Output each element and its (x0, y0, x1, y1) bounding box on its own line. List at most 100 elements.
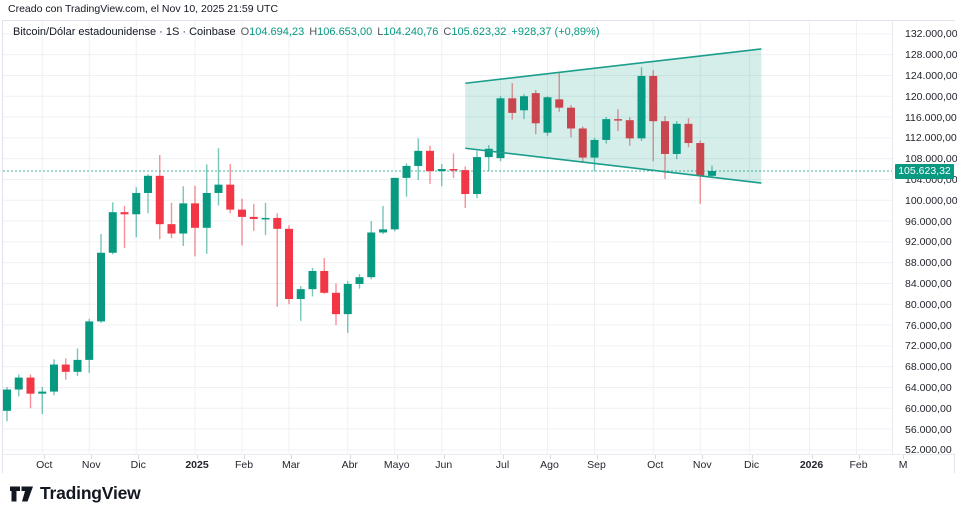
candle-body (379, 229, 387, 233)
channel-upper-line[interactable] (465, 48, 762, 85)
ohlc-label: C (443, 26, 452, 38)
price-axis-label: 60.000,00 (905, 402, 952, 415)
tradingview-logo[interactable]: TradingView (10, 483, 141, 504)
candle-body (355, 277, 364, 284)
channel-lower-line[interactable] (465, 147, 762, 184)
candle-body (520, 96, 528, 111)
time-axis-tick (396, 455, 398, 459)
candle-body (120, 212, 129, 215)
candle-body (273, 217, 282, 229)
chart-widget: Bitcoin/Dólar estadounidense · 1S · Coin… (2, 20, 957, 473)
time-axis-tick (903, 455, 905, 459)
time-axis-tick (244, 455, 245, 459)
candle-body (661, 121, 669, 154)
price-axis-label: 116.000,00 (905, 111, 957, 124)
candle-body (602, 119, 611, 140)
candle-body (508, 98, 517, 113)
candle-body (332, 292, 340, 315)
candle-body (390, 177, 399, 230)
candle-body (531, 93, 540, 124)
ohlc-value: 104.240,76 (383, 26, 439, 38)
candle-body (426, 150, 434, 172)
time-axis[interactable]: Oct Nov Dic 2025 Feb Mar Abr Mayo Jun Jul Ago Sep Oc… (3, 454, 954, 473)
candle-body (437, 169, 446, 172)
candle-body (367, 232, 376, 278)
candlestick-chart[interactable] (3, 21, 892, 454)
time-axis-label: Feb (849, 459, 868, 471)
candle-body (202, 192, 211, 228)
ohlc-label: L (377, 26, 384, 38)
time-axis-label: Oct (647, 459, 664, 471)
candle-body (50, 364, 58, 392)
candle-body (461, 170, 470, 195)
channel-fill[interactable] (465, 48, 762, 184)
candle-body (144, 175, 152, 193)
candle-body (249, 216, 258, 219)
time-axis-tick (443, 455, 445, 459)
price-axis-label: 72.000,00 (905, 340, 952, 353)
candle-body (484, 148, 493, 158)
candle-body (637, 75, 646, 139)
ohlc-label: O (240, 26, 250, 38)
price-axis-label: 120.000,00 (905, 90, 957, 103)
candle-body (708, 171, 716, 176)
time-axis-label: 2026 (799, 459, 824, 471)
time-axis-label: Feb (234, 459, 254, 471)
candle-body (449, 169, 458, 171)
candle-body (73, 359, 82, 372)
time-axis-label: Mayo (383, 459, 410, 471)
candle-body (191, 203, 199, 228)
time-axis-tick (596, 455, 598, 459)
symbol-title: Bitcoin/Dólar estadounidense · 1S · Coin… (13, 26, 236, 38)
candle-body (496, 98, 505, 159)
time-axis-label: Ago (540, 459, 559, 471)
price-axis[interactable]: 105.623,32 132.000,00 128.000,00 124.000,0… (892, 21, 957, 457)
candle-body (625, 120, 634, 139)
price-axis-label: 112.000,00 (905, 132, 957, 145)
candle-body (567, 107, 575, 129)
candle-body (555, 99, 564, 108)
time-axis-label: M (898, 459, 908, 471)
candle-body (179, 203, 188, 234)
price-axis-label: 88.000,00 (905, 257, 952, 270)
time-axis-tick (44, 455, 46, 459)
candle-body (308, 270, 317, 290)
price-axis-label: 68.000,00 (905, 361, 952, 374)
time-axis-label: Nov (81, 459, 101, 471)
ohlc-value: 106.653,00 (317, 26, 373, 38)
price-axis-label: 132.000,00 (905, 28, 957, 41)
candle-body (3, 389, 11, 411)
price-axis-label: 52.000,00 (905, 444, 952, 457)
price-axis-label: 108.000,00 (905, 153, 957, 166)
candle-body (238, 209, 246, 217)
time-axis-tick (655, 455, 657, 459)
time-axis-tick (349, 455, 351, 459)
price-axis-label: 64.000,00 (905, 381, 952, 394)
ohlc-value: 105.623,32 (451, 26, 507, 38)
tradingview-logo-icon (10, 486, 33, 501)
candle-body (578, 128, 587, 158)
candle-body (132, 192, 141, 215)
candle-body (649, 75, 658, 122)
time-axis-tick (91, 455, 93, 459)
price-axis-label: 76.000,00 (905, 319, 952, 332)
last-price-tag: 105.623,32 (895, 163, 954, 179)
candle-body (320, 270, 329, 293)
candle-body (285, 228, 293, 300)
attribution-text: Creado con TradingView.com, el Nov 10, 2… (8, 3, 279, 15)
time-axis-tick (702, 455, 704, 459)
candle-body (614, 119, 622, 121)
candle-body (296, 289, 305, 300)
candle-body (167, 224, 176, 234)
tradingview-logo-text: TradingView (40, 483, 141, 503)
candle-body (155, 175, 164, 225)
time-axis-label: 2025 (185, 459, 209, 471)
candle-body (97, 252, 105, 322)
price-axis-label: 124.000,00 (905, 69, 957, 82)
symbol-legend[interactable]: Bitcoin/Dólar estadounidense · 1S · Coin… (13, 26, 600, 38)
candle-body (543, 97, 552, 133)
ohlc-values: O104.694,23 H106.653,00 L104.240,76 C105.62… (236, 26, 507, 38)
candle-body (26, 377, 35, 394)
price-axis-label: 92.000,00 (905, 236, 952, 249)
